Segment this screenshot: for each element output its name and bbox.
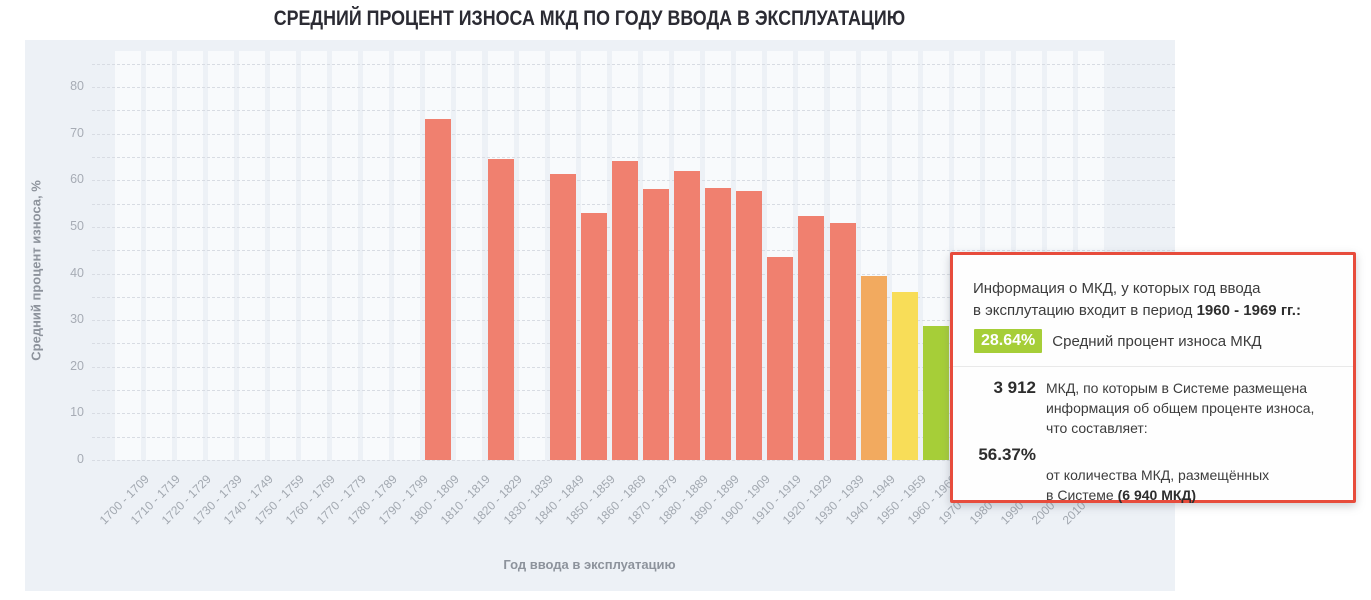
bar-tooltip: Информация о МКД, у которых год ввода в … [950, 252, 1356, 503]
mkd-share-total-bold: (6 940 МКД) [1117, 487, 1197, 503]
bar-1870-1879[interactable] [643, 188, 670, 460]
y-tick-label: 10 [70, 405, 84, 420]
bar-1910-1919[interactable] [767, 256, 794, 460]
tooltip-period-bold: 1960 - 1969 гг.: [1196, 302, 1301, 319]
tooltip-header-text: Информация о МКД, у которых год ввода в … [973, 280, 1261, 319]
mkd-share-text: от количества МКД, размещённых в Системе [1046, 467, 1270, 503]
column-stripe [269, 51, 296, 460]
gridline [92, 133, 1175, 135]
bar-1890-1899[interactable] [705, 187, 732, 460]
column-stripe [176, 51, 203, 460]
bar-1880-1889[interactable] [674, 170, 701, 460]
y-tick-label: 50 [70, 218, 84, 233]
y-tick-label: 40 [70, 265, 84, 280]
gridline [92, 87, 1175, 88]
gridline [92, 63, 1175, 65]
column-stripe [394, 51, 421, 460]
bar-1900-1909[interactable] [736, 190, 763, 460]
x-axis-title: Год ввода в эксплуатацию [503, 557, 676, 572]
mkd-share-description: от количества МКД, размещённых в Системе… [1046, 445, 1269, 505]
tooltip-row-mkd-share: 56.37% от количества МКД, размещённых в … [953, 445, 1353, 505]
bar-1800-1809[interactable] [425, 118, 452, 460]
bar-1850-1859[interactable] [580, 213, 607, 460]
column-stripe [456, 51, 483, 460]
gridline [92, 110, 1175, 112]
bar-1840-1849[interactable] [549, 174, 576, 460]
y-tick-label: 80 [70, 79, 84, 93]
column-stripe [207, 51, 234, 460]
y-tick-label: 20 [70, 358, 84, 373]
bar-1820-1829[interactable] [487, 159, 514, 460]
mkd-count-value: 3 912 [993, 378, 1036, 397]
wear-percent-badge: 28.64% [974, 329, 1043, 353]
column-stripe [332, 51, 359, 460]
column-stripe [114, 51, 141, 460]
column-stripe [238, 51, 265, 460]
y-tick-label: 0 [77, 452, 84, 466]
bar-1920-1929[interactable] [798, 216, 825, 460]
y-tick-label: 30 [70, 312, 84, 327]
bar-1930-1939[interactable] [829, 222, 856, 460]
column-stripe [518, 51, 545, 460]
bar-1960-1969[interactable] [922, 326, 949, 460]
bar-1860-1869[interactable] [611, 161, 638, 460]
column-stripe [145, 51, 172, 460]
column-stripe [363, 51, 390, 460]
tooltip-badge-row: 28.64% Средний процент износа МКД [974, 329, 1333, 353]
tooltip-separator [953, 366, 1353, 367]
gridline [92, 156, 1175, 158]
bar-1950-1959[interactable] [891, 291, 918, 460]
chart-title-text: СРЕДНИЙ ПРОЦЕНТ ИЗНОСА МКД ПО ГОДУ ВВОДА… [273, 7, 906, 30]
y-tick-label: 60 [70, 172, 84, 187]
chart-title: СРЕДНИЙ ПРОЦЕНТ ИЗНОСА МКД ПО ГОДУ ВВОДА… [4, 7, 1175, 31]
y-tick-label: 70 [70, 125, 84, 140]
gridline [92, 460, 1175, 461]
bar-1940-1949[interactable] [860, 275, 887, 460]
mkd-share-value: 56.37% [978, 445, 1036, 464]
mkd-count-description: МКД, по которым в Системе размещена инфо… [1046, 380, 1315, 436]
wear-percent-label: Средний процент износа МКД [1052, 332, 1262, 350]
tooltip-row-mkd-count: 3 912 МКД, по которым в Системе размещен… [953, 378, 1353, 438]
tooltip-header: Информация о МКД, у которых год ввода в … [973, 278, 1333, 322]
column-stripe [301, 51, 328, 460]
